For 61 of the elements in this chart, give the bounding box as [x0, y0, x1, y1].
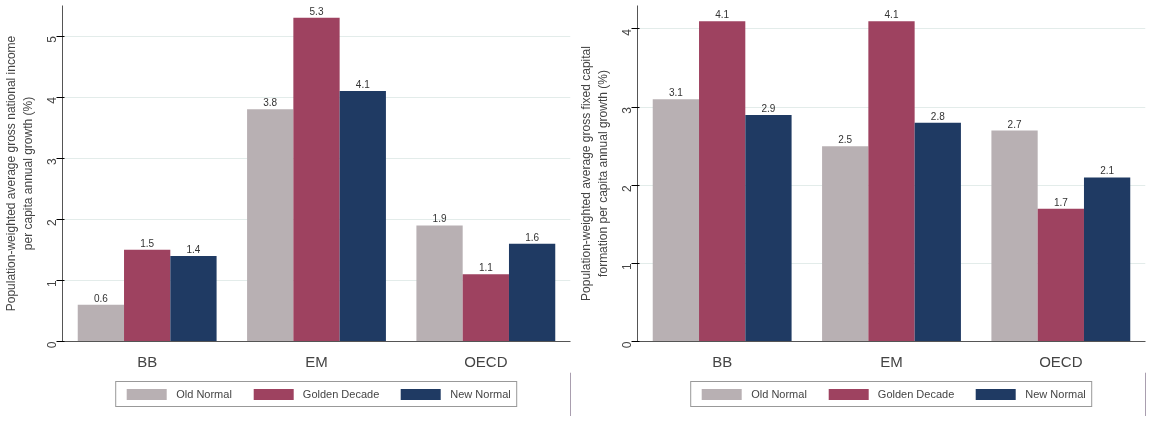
legend-label: Golden Decade	[877, 388, 955, 400]
y-tick-label: 5	[45, 35, 59, 43]
data-label: 2.5	[838, 134, 853, 146]
data-label: 0.6	[93, 292, 109, 304]
y-tick-label: 1	[45, 280, 59, 288]
y-axis-title: Population-weighted average gross fixed capital formation per capita annual growth (%)	[578, 46, 610, 301]
x-tick-label: EM	[305, 352, 328, 370]
bar	[1037, 208, 1084, 342]
data-label: 4.1	[715, 9, 730, 21]
bar	[293, 17, 340, 342]
data-label: 3.8	[263, 97, 278, 109]
data-label: 1.5	[140, 237, 155, 249]
bar	[745, 114, 792, 342]
bar	[508, 243, 556, 342]
bar	[77, 304, 125, 342]
bar	[247, 109, 294, 342]
data-label: 2.8	[930, 110, 946, 122]
y-axis-title: Population-weighted average gross national income per capita annual growth (%)	[3, 35, 35, 312]
y-tick-label: 0	[620, 341, 634, 349]
y-tick-label: 1	[620, 263, 634, 271]
bar	[914, 122, 961, 342]
data-label: 4.1	[884, 9, 899, 21]
y-tick-label: 4	[620, 28, 634, 36]
bar	[1083, 177, 1131, 342]
data-label: 1.1	[478, 262, 494, 274]
legend-label: New Normal	[1025, 388, 1086, 400]
data-label: 2.9	[761, 102, 776, 114]
data-label: 2.7	[1007, 118, 1022, 130]
data-label: 5.3	[309, 5, 324, 17]
y-tick-label: 4	[45, 96, 59, 104]
bar	[462, 274, 509, 342]
bar	[416, 225, 463, 342]
y-tick-label: 3	[45, 157, 59, 165]
x-tick-label: BB	[712, 352, 733, 370]
y-tick-label: 2	[45, 218, 59, 226]
legend-label: New Normal	[450, 388, 511, 400]
data-label: 1.6	[525, 231, 540, 243]
bar	[339, 91, 386, 342]
bar	[699, 21, 746, 342]
bar	[868, 21, 915, 342]
x-tick-label: BB	[137, 352, 158, 370]
x-tick-label: EM	[880, 352, 903, 370]
y-tick-label: 3	[620, 106, 634, 114]
y-tick-label: 0	[45, 341, 59, 349]
x-tick-label: OECD	[1039, 352, 1083, 370]
legend-label: Old Normal	[176, 388, 232, 400]
data-label: 3.1	[668, 87, 684, 99]
bar	[124, 249, 171, 342]
data-label: 1.9	[432, 213, 447, 225]
x-tick-label: OECD	[464, 352, 508, 370]
bar	[991, 130, 1038, 342]
data-label: 4.1	[355, 79, 371, 91]
bar	[652, 99, 700, 342]
data-label: 2.1	[1100, 165, 1115, 177]
data-label: 1.7	[1053, 196, 1069, 208]
legend-label: Old Normal	[751, 388, 807, 400]
legend-label: Golden Decade	[302, 388, 380, 400]
data-label: 1.4	[186, 243, 201, 255]
y-tick-label: 2	[620, 184, 634, 192]
bar	[170, 255, 217, 342]
bar	[822, 146, 869, 342]
